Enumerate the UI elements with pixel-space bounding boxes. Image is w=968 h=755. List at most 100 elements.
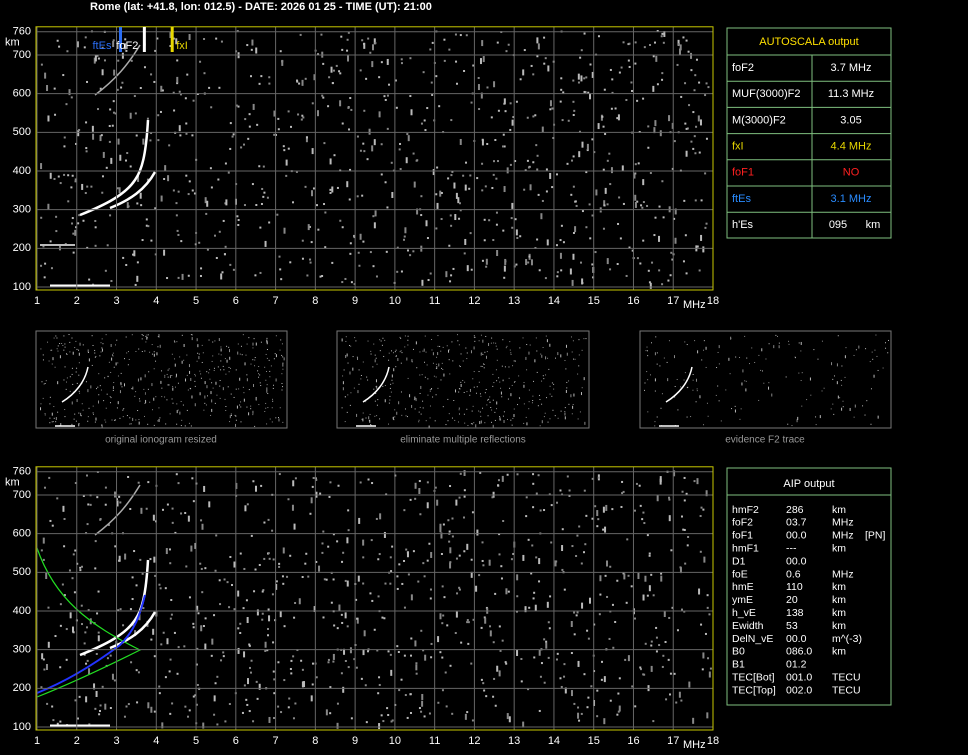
- noise-dot: [237, 647, 240, 654]
- noise-dot: [833, 375, 835, 377]
- noise-dot: [474, 340, 476, 342]
- noise-dot: [497, 109, 500, 112]
- noise-dot: [543, 36, 546, 39]
- noise-dot: [496, 401, 498, 405]
- noise-dot: [458, 344, 460, 346]
- noise-dot: [485, 335, 487, 337]
- noise-dot: [865, 348, 867, 350]
- noise-dot: [150, 638, 153, 641]
- noise-dot: [84, 192, 87, 195]
- noise-dot: [343, 369, 345, 371]
- y-tick-label: 760: [13, 26, 31, 38]
- noise-dot: [773, 345, 775, 349]
- noise-dot: [578, 525, 581, 528]
- noise-dot: [296, 80, 299, 83]
- noise-dot: [627, 574, 630, 577]
- noise-dot: [395, 106, 398, 109]
- noise-dot: [234, 414, 236, 416]
- noise-dot: [707, 657, 710, 660]
- noise-dot: [192, 622, 195, 625]
- noise-dot: [108, 361, 110, 363]
- noise-dot: [368, 128, 371, 135]
- noise-dot: [631, 685, 634, 688]
- noise-dot: [176, 82, 179, 85]
- noise-dot: [424, 654, 427, 661]
- noise-dot: [577, 418, 579, 420]
- noise-dot: [59, 666, 62, 669]
- noise-dot: [604, 526, 607, 533]
- noise-dot: [349, 168, 352, 171]
- noise-dot: [302, 116, 305, 119]
- noise-dot: [544, 412, 546, 414]
- noise-dot: [404, 694, 407, 697]
- noise-dot: [46, 85, 49, 92]
- noise-dot: [144, 393, 146, 395]
- noise-dot: [379, 350, 381, 352]
- noise-dot: [106, 393, 108, 395]
- noise-dot: [681, 608, 684, 611]
- noise-dot: [194, 375, 196, 377]
- noise-dot: [220, 346, 222, 348]
- row-label: h'Es: [732, 219, 754, 231]
- noise-dot: [403, 654, 406, 657]
- noise-dot: [604, 574, 607, 577]
- noise-dot: [642, 511, 645, 514]
- noise-dot: [573, 358, 575, 360]
- noise-dot: [483, 689, 486, 692]
- noise-dot: [91, 364, 93, 366]
- noise-dot: [564, 416, 566, 420]
- noise-dot: [62, 344, 64, 346]
- noise-dot: [463, 489, 466, 492]
- x-tick-label: 1: [34, 735, 40, 747]
- noise-dot: [238, 388, 240, 390]
- noise-dot: [481, 559, 484, 562]
- noise-dot: [158, 418, 160, 422]
- noise-dot: [337, 484, 340, 487]
- noise-dot: [761, 370, 763, 372]
- noise-dot: [376, 363, 378, 365]
- noise-dot: [599, 593, 602, 596]
- noise-dot: [698, 269, 701, 272]
- noise-dot: [235, 419, 237, 421]
- noise-dot: [655, 636, 658, 639]
- noise-dot: [389, 653, 392, 656]
- noise-dot: [43, 276, 46, 279]
- noise-dot: [98, 713, 101, 716]
- noise-dot: [422, 562, 425, 565]
- x-tick-label: 17: [667, 295, 679, 307]
- noise-dot: [693, 135, 696, 138]
- noise-dot: [514, 360, 516, 362]
- noise-dot: [729, 373, 731, 375]
- noise-dot: [823, 387, 825, 389]
- noise-dot: [409, 693, 412, 696]
- noise-dot: [129, 507, 132, 510]
- noise-dot: [475, 424, 477, 428]
- noise-dot: [176, 403, 178, 405]
- noise-dot: [683, 199, 686, 202]
- noise-dot: [158, 334, 160, 338]
- noise-dot: [104, 703, 107, 710]
- noise-dot: [631, 249, 634, 252]
- noise-dot: [350, 345, 352, 347]
- noise-dot: [79, 569, 82, 572]
- noise-dot: [46, 702, 49, 705]
- noise-dot: [663, 357, 665, 359]
- noise-dot: [233, 561, 236, 568]
- plot-frame: [35, 26, 714, 291]
- noise-dot: [97, 400, 99, 404]
- noise-dot: [69, 390, 71, 392]
- noise-dot: [654, 378, 656, 382]
- aip-cell: km: [832, 542, 846, 554]
- noise-dot: [269, 376, 271, 378]
- noise-dot: [74, 347, 76, 349]
- noise-dot: [144, 402, 146, 404]
- noise-dot: [275, 378, 277, 382]
- noise-dot: [68, 334, 70, 336]
- x-tick-label: 2: [74, 735, 80, 747]
- noise-dot: [568, 403, 570, 405]
- noise-dot: [422, 71, 425, 74]
- noise-dot: [794, 357, 796, 359]
- noise-dot: [94, 707, 97, 710]
- noise-dot: [481, 162, 484, 165]
- noise-dot: [160, 643, 163, 646]
